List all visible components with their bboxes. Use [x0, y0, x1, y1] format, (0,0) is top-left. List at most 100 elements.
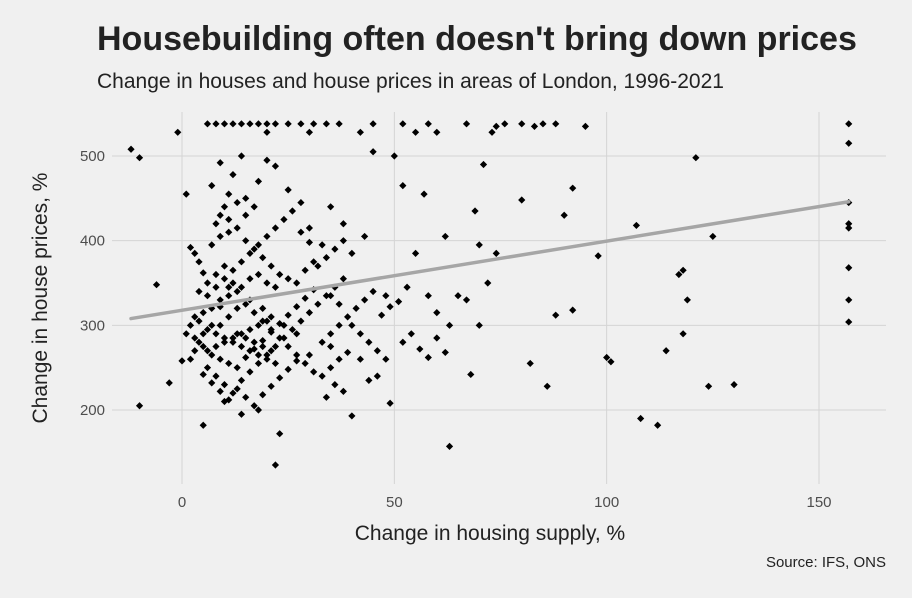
data-point	[331, 381, 339, 389]
data-point	[356, 330, 364, 338]
data-point	[683, 296, 691, 304]
data-point	[246, 325, 254, 334]
data-point	[229, 171, 237, 179]
data-point	[730, 381, 738, 389]
data-point	[411, 249, 420, 257]
data-point	[233, 287, 241, 296]
data-point	[373, 347, 381, 355]
data-point	[263, 279, 271, 287]
data-point	[199, 309, 207, 317]
data-point	[632, 221, 640, 230]
data-point	[305, 351, 313, 359]
data-point	[250, 309, 258, 317]
data-point	[845, 318, 853, 326]
data-point	[322, 393, 330, 401]
data-point	[229, 389, 237, 397]
data-point	[348, 321, 356, 329]
y-axis-title: Change in house prices, %	[29, 173, 52, 424]
data-point	[318, 372, 326, 380]
data-point	[263, 317, 271, 325]
data-point	[543, 382, 551, 390]
data-point	[237, 120, 246, 128]
data-point	[254, 351, 263, 359]
data-point	[220, 120, 229, 128]
data-point	[492, 122, 500, 130]
data-point	[484, 279, 492, 287]
data-point	[276, 270, 284, 279]
data-point	[467, 370, 475, 379]
data-point	[216, 355, 224, 363]
data-point	[267, 313, 275, 321]
data-point	[335, 355, 343, 363]
data-point	[220, 262, 229, 270]
data-point	[199, 421, 207, 429]
x-axis-title: Change in housing supply, %	[355, 522, 625, 545]
chart-title: Housebuilding often doesn't bring down p…	[97, 20, 857, 58]
data-point	[441, 348, 449, 357]
data-point	[314, 300, 322, 308]
data-point	[254, 406, 263, 414]
data-point	[216, 232, 224, 241]
data-point	[195, 317, 203, 325]
data-point	[271, 283, 280, 291]
data-point	[191, 334, 199, 342]
x-tick-label: 100	[594, 494, 619, 511]
data-point	[526, 359, 534, 368]
data-point	[267, 262, 275, 270]
data-point	[297, 228, 305, 236]
data-point	[284, 186, 292, 194]
data-point	[229, 279, 237, 287]
data-point	[212, 220, 220, 228]
data-point	[220, 334, 229, 342]
data-point	[165, 379, 173, 387]
data-point	[225, 283, 233, 291]
data-point	[225, 292, 233, 300]
data-point	[322, 254, 330, 262]
data-point	[280, 334, 288, 342]
data-point	[182, 190, 190, 198]
data-point	[424, 292, 432, 300]
data-point	[845, 120, 853, 128]
data-point	[233, 224, 241, 232]
data-point	[212, 330, 220, 338]
data-point	[339, 387, 347, 395]
data-point	[327, 292, 335, 300]
data-point	[407, 330, 415, 338]
data-point	[297, 198, 305, 207]
data-point	[220, 203, 229, 211]
data-point	[276, 334, 284, 342]
data-point	[254, 120, 263, 128]
data-point	[569, 306, 577, 314]
data-point	[441, 232, 449, 241]
data-point	[501, 120, 509, 128]
data-point	[203, 292, 212, 300]
data-point	[271, 120, 280, 128]
data-point	[233, 330, 241, 338]
data-point	[293, 279, 301, 287]
data-point	[679, 266, 687, 274]
data-point	[305, 128, 313, 136]
data-point	[199, 269, 207, 277]
source-note: Source: IFS, ONS	[765, 554, 886, 571]
data-point	[310, 120, 318, 128]
data-point	[203, 120, 212, 128]
data-point	[242, 237, 250, 245]
data-point	[403, 283, 411, 291]
data-point	[246, 368, 254, 376]
data-point	[267, 382, 275, 390]
data-point	[233, 385, 241, 393]
data-point	[386, 399, 394, 407]
y-tick-label: 400	[80, 233, 105, 250]
data-point	[424, 120, 432, 128]
data-point	[225, 190, 233, 198]
data-point	[242, 211, 250, 219]
data-point	[233, 304, 241, 312]
data-point	[518, 196, 526, 204]
data-point	[242, 334, 250, 342]
data-point	[475, 241, 483, 249]
data-point	[225, 359, 233, 368]
data-point	[225, 228, 233, 236]
data-point	[637, 414, 645, 423]
data-point	[203, 279, 212, 287]
